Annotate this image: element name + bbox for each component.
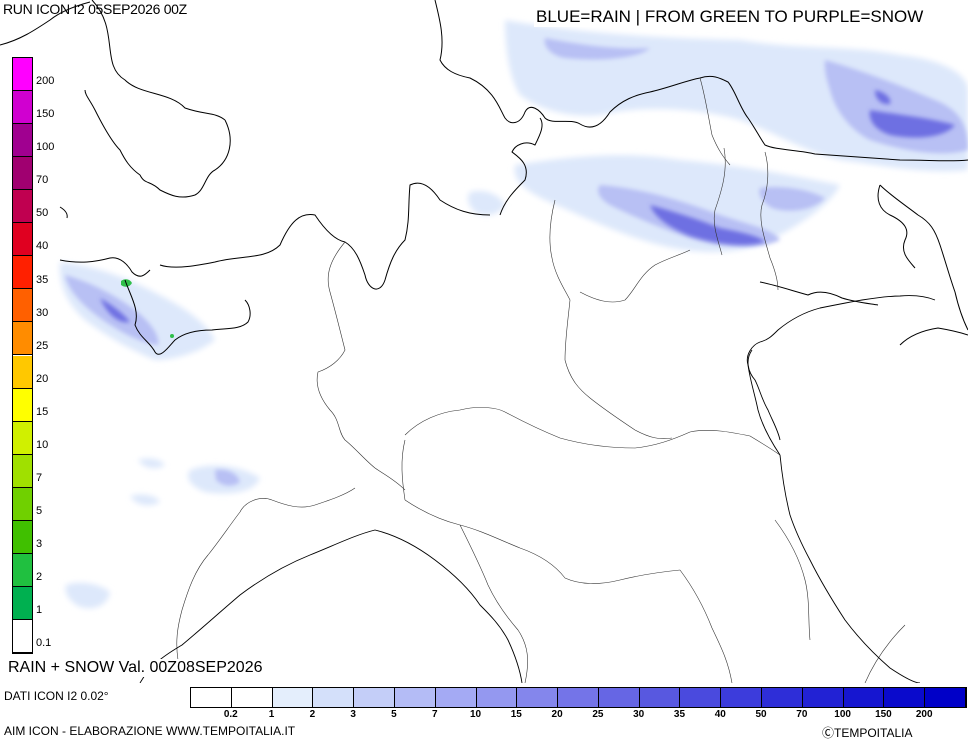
rain-scale-label: 200	[915, 709, 933, 720]
snow-scale-label: 2	[36, 571, 43, 583]
snow-scale-cell	[13, 487, 32, 521]
snow-scale-label: 25	[36, 339, 49, 352]
rain-scale-cell	[231, 688, 273, 707]
snow-scale-cell	[13, 454, 32, 488]
rain-scale-cell	[925, 688, 966, 707]
snow-scale-label: 30	[36, 306, 49, 319]
legend-title: BLUE=RAIN | FROM GREEN TO PURPLE=SNOW	[534, 7, 926, 27]
snow-scale-label: 40	[36, 240, 49, 253]
rain-scale-label: 5	[391, 709, 397, 720]
rain-color-scale	[190, 687, 967, 708]
snow-scale-cell	[13, 91, 32, 125]
rain-scale-cell	[191, 688, 232, 707]
country-borders	[0, 0, 968, 355]
rain-scale-label: 10	[469, 709, 482, 720]
rain-scale-cell	[598, 688, 640, 707]
rain-scale-label: 15	[510, 709, 522, 720]
snow-scale-cell	[13, 289, 32, 323]
snow-scale-cell	[13, 124, 32, 158]
rain-scale-cell	[802, 688, 844, 707]
snow-scale-label: 100	[36, 141, 55, 154]
model-run-label: RUN ICON I2 05SEP2026 00Z	[3, 1, 187, 17]
rain-scale-cell	[762, 688, 803, 707]
snow-scale-label: 15	[36, 405, 49, 418]
snow-scale-label: 7	[36, 471, 43, 484]
snow-scale-label: 50	[36, 207, 49, 220]
rain-scale-label: 25	[592, 709, 604, 720]
rain-scale-cell	[354, 688, 395, 707]
region-boundaries	[176, 77, 906, 683]
rain-scale-cell	[721, 688, 763, 707]
snow-scale-cell	[13, 256, 32, 290]
snow-scale-cell	[13, 388, 32, 422]
snow-scale-cell	[13, 58, 32, 92]
snow-scale-label: 20	[36, 372, 49, 385]
rain-areas	[59, 20, 968, 609]
rain-scale-label: 2	[309, 709, 316, 720]
rain-scale-label: 100	[834, 709, 851, 720]
rain-scale-label: 50	[755, 709, 767, 720]
rain-scale-label: 20	[551, 709, 563, 720]
rain-scale-cell	[313, 688, 355, 707]
snow-scale-label: 200	[36, 75, 55, 88]
rain-scale-label: 150	[875, 709, 892, 720]
rain-scale-cell	[843, 688, 885, 707]
rain-scale-cell	[476, 688, 518, 707]
snow-scale-label: 70	[36, 174, 49, 187]
snow-scale-cell	[13, 619, 32, 653]
rain-scale-cell	[639, 688, 681, 707]
rain-scale-label: 70	[796, 709, 808, 720]
snow-scale-cell	[13, 223, 32, 257]
snow-scale-label: 1	[36, 604, 43, 617]
rain-scale-label: 0.2	[223, 709, 238, 720]
rain-scale-label: 35	[673, 709, 686, 720]
rain-scale-cell	[558, 688, 599, 707]
snow-scale-label: 0.1	[36, 637, 52, 650]
snow-scale-cell	[13, 355, 32, 389]
snow-scale-cell	[13, 586, 32, 620]
snow-scale-cell	[13, 520, 32, 554]
snow-scale-cell	[13, 553, 32, 587]
rain-scale-label: 3	[350, 709, 356, 720]
rain-scale-cell	[884, 688, 926, 707]
rain-scale-label: 7	[431, 709, 438, 720]
rain-scale-label: 1	[268, 709, 275, 720]
credits-label: AIM ICON - ELABORAZIONE WWW.TEMPOITALIA.…	[4, 724, 296, 738]
snow-scale-label: 5	[36, 504, 43, 517]
snow-scale-cell	[13, 190, 32, 224]
rain-scale-cell	[680, 688, 722, 707]
rain-scale-cell	[435, 688, 477, 707]
rain-scale-cell	[394, 688, 436, 707]
snow-color-scale	[12, 57, 33, 654]
data-source-label: DATI ICON I2 0.02°	[4, 689, 109, 703]
snow-scale-cell	[13, 157, 32, 191]
validity-label: RAIN + SNOW Val. 00Z08SEP2026	[6, 659, 265, 677]
snow-scale-label: 150	[36, 108, 55, 121]
snow-scale-cell	[13, 421, 32, 455]
snow-scale-label: 3	[36, 537, 43, 550]
snow-scale-label: 10	[36, 438, 49, 451]
rain-scale-label: 40	[714, 709, 726, 720]
copyright-label: ⒸTEMPOITALIA	[822, 726, 913, 740]
rain-scale-label: 30	[633, 709, 645, 720]
snow-scale-cell	[13, 322, 32, 356]
precipitation-map	[0, 0, 968, 683]
rain-scale-cell	[517, 688, 559, 707]
coastline	[139, 295, 936, 683]
rain-scale-cell	[272, 688, 314, 707]
snow-scale-label: 35	[36, 273, 49, 286]
